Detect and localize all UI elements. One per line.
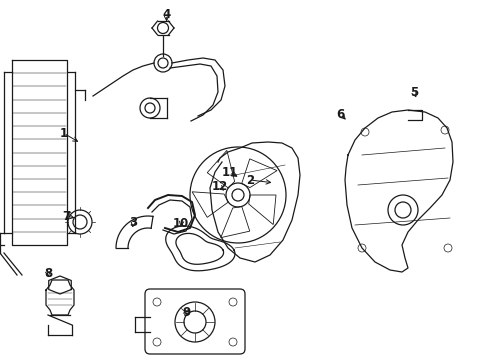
Text: 5: 5 [410, 86, 418, 99]
Text: 1: 1 [60, 127, 68, 140]
Text: 9: 9 [182, 306, 190, 319]
Text: 6: 6 [337, 108, 344, 121]
Text: 2: 2 [246, 174, 254, 186]
Text: 8: 8 [44, 267, 52, 280]
Text: 7: 7 [62, 210, 70, 222]
Text: 3: 3 [129, 216, 137, 229]
Text: 4: 4 [163, 8, 171, 21]
Text: 11: 11 [221, 166, 238, 179]
Text: 10: 10 [173, 217, 190, 230]
Text: 12: 12 [211, 180, 228, 193]
